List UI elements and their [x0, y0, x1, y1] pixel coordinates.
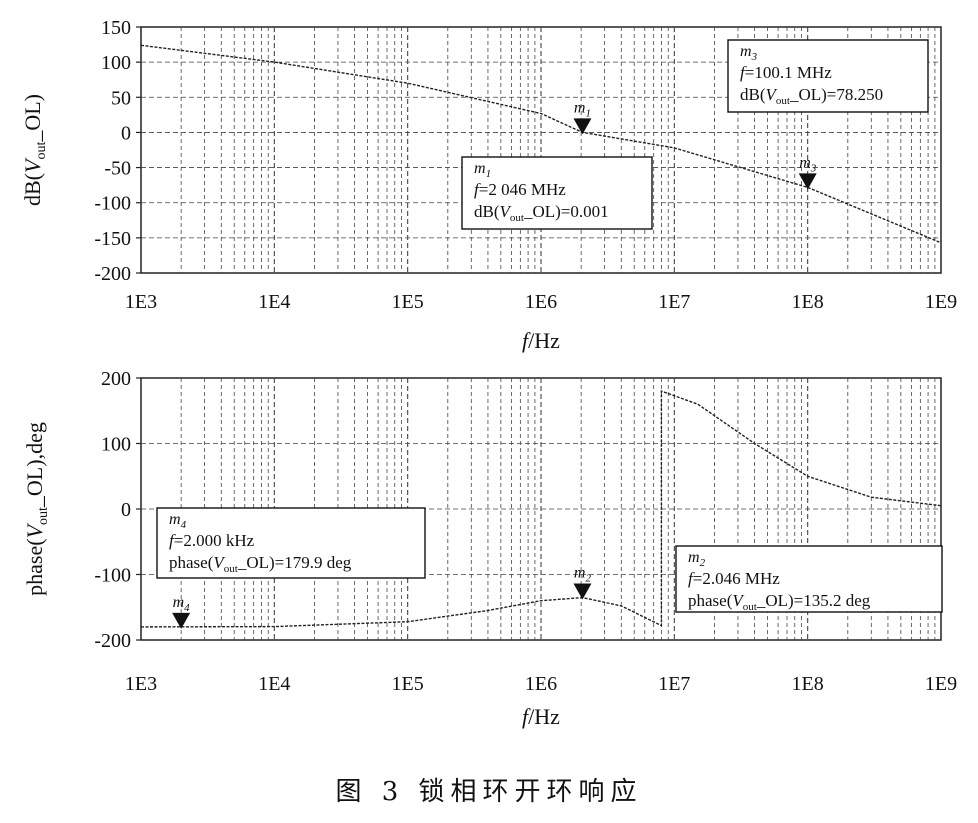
phase-chart: 200 100 0 -100 -200 1E3 1E4 1E5 1E6 1E7 1E8 1E9 f/Hz… — [22, 368, 957, 729]
x-tick-label: 1E5 — [392, 673, 424, 695]
annotation-frequency: f=2.046 MHz — [688, 569, 780, 588]
annotation-box — [461, 156, 653, 230]
marker-m4 — [172, 612, 191, 629]
marker-label: m3 — [799, 154, 817, 174]
annotation-value: dB(Vout_OL)=0.001 — [474, 202, 609, 224]
x-tick-label: 1E9 — [925, 291, 957, 313]
annotation-value: phase(Vout_OL)=135.2 deg — [688, 591, 871, 613]
series-line — [140, 44, 942, 244]
annotation-m2: m2f=2.046 MHz phase(Vout_OL)=135.2 deg — [675, 545, 943, 613]
annotation-frequency: f=2.000 kHz — [169, 531, 255, 550]
y-tick-label: -50 — [104, 158, 131, 180]
x-tick-label: 1E9 — [925, 673, 957, 695]
y-tick-label: 150 — [101, 17, 131, 39]
annotation-m1: m1f=2 046 MHz dB(Vout_OL)=0.001 — [461, 156, 653, 230]
annotation-value: phase(Vout_OL)=179.9 deg — [169, 553, 352, 575]
annotation-box — [156, 507, 426, 579]
x-tick-label: 1E3 — [125, 291, 157, 313]
x-tick-label: 1E4 — [258, 673, 290, 695]
magnitude-chart: 150 100 50 0 -50 -100 -150 -200 1E3 1E4 1E5 1E6 1E7 1… — [20, 17, 957, 353]
annotation-frequency: f=100.1 MHz — [740, 63, 832, 82]
annotation-box — [675, 545, 943, 613]
annotation-name: m3 — [740, 43, 758, 63]
annotation-m4: m4f=2.000 kHz phase(Vout_OL)=179.9 deg — [156, 507, 426, 579]
y-tick-label: -200 — [94, 630, 131, 652]
x-tick-label: 1E3 — [125, 673, 157, 695]
x-tick-label: 1E6 — [525, 291, 557, 313]
y-tick-label: 200 — [101, 368, 131, 390]
annotation-m3: m3f=100.1 MHz dB(Vout_OL)=78.250 — [727, 39, 929, 113]
x-tick-label: 1E8 — [792, 291, 824, 313]
series-line — [140, 390, 942, 628]
x-tick-label: 1E8 — [792, 673, 824, 695]
annotation-value: dB(Vout_OL)=78.250 — [740, 85, 883, 107]
annotation-box — [727, 39, 929, 113]
annotation-name: m2 — [688, 549, 706, 569]
marker-m3 — [798, 173, 817, 190]
x-tick-label: 1E7 — [658, 291, 690, 313]
y-tick-label: -200 — [94, 263, 131, 285]
annotation-name: m4 — [169, 511, 187, 531]
y-tick-label: 0 — [121, 499, 131, 521]
x-tick-label: 1E5 — [392, 291, 424, 313]
y-axis-label: dB(Vout_OL) — [20, 94, 49, 206]
marker-label: m2 — [574, 565, 592, 585]
marker-m2 — [573, 583, 592, 600]
x-tick-label: 1E6 — [525, 673, 557, 695]
y-tick-label: -100 — [94, 565, 131, 587]
y-axis-label: phase(Vout_OL),deg — [22, 422, 51, 596]
x-axis-label: f/Hz — [522, 328, 560, 353]
marker-label: m4 — [173, 594, 191, 614]
y-tick-label: 100 — [101, 434, 131, 456]
y-tick-label: -150 — [94, 228, 131, 250]
y-tick-label: 0 — [121, 122, 131, 144]
marker-m1 — [573, 118, 592, 135]
x-axis-label: f/Hz — [522, 704, 560, 729]
annotation-frequency: f=2 046 MHz — [474, 180, 566, 199]
y-tick-label: 100 — [101, 52, 131, 74]
marker-label: m1 — [574, 99, 591, 119]
grid — [141, 27, 941, 273]
x-tick-label: 1E4 — [258, 291, 290, 313]
x-tick-label: 1E7 — [658, 673, 690, 695]
y-tick-label: 50 — [111, 87, 131, 109]
y-tick-label: -100 — [94, 193, 131, 215]
figure-caption: 图 3 锁相环开环响应 — [335, 777, 642, 807]
annotation-name: m1 — [474, 160, 491, 180]
